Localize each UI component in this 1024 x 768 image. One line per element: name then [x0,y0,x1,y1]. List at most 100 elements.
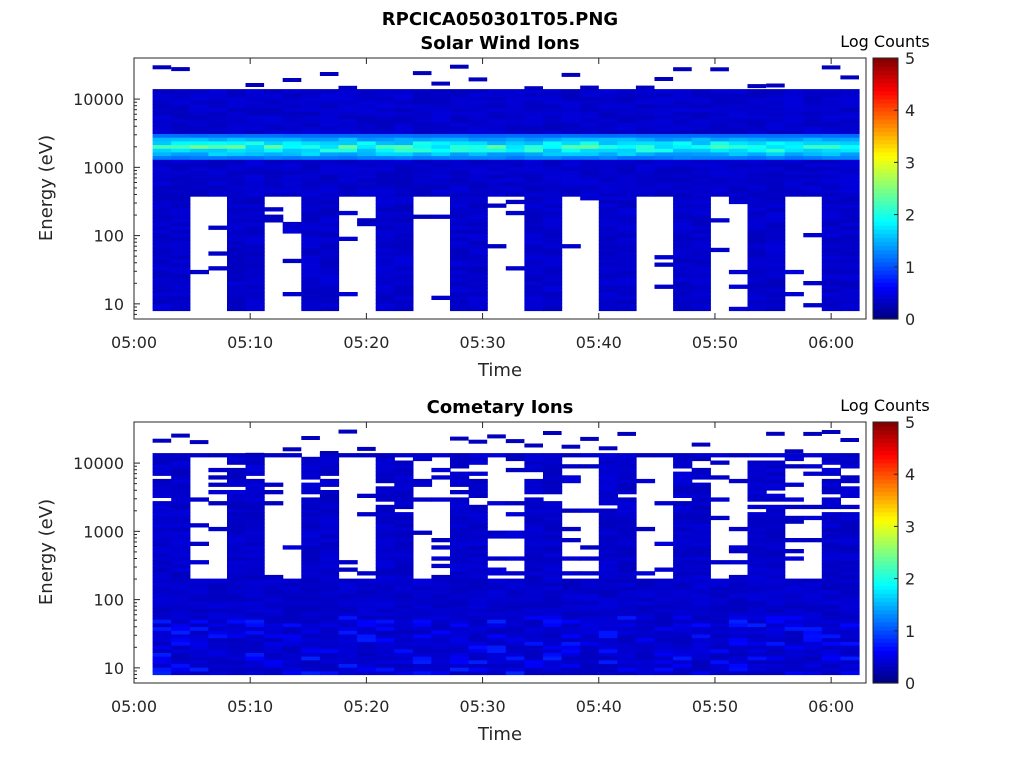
spectrogram-cell [319,545,340,550]
spectrogram-cell [821,103,841,109]
spectrogram-cell [524,600,544,605]
spectrogram-cell [635,162,656,168]
spectrogram-cell [543,545,563,550]
spectrogram-cell [635,114,656,120]
spectrogram-cell [543,277,563,282]
spectrogram-cell [227,162,247,168]
spectrogram-cell [375,633,395,639]
spectrogram-cell [189,648,209,653]
spectrogram-cell [208,501,228,506]
spectrogram-cell [543,560,563,565]
spectrogram-cell [301,663,321,668]
spectrogram-cell [821,515,841,521]
spectrogram-cell [617,258,637,264]
spectrogram-cell [747,519,767,524]
spectrogram-cell [152,151,172,157]
spectrogram-cell [171,582,191,587]
spectrogram-cell [747,563,767,569]
spectrogram-cell [766,192,786,197]
spectrogram-cell [673,192,693,197]
spectrogram-cell [375,159,395,164]
spectrogram-cell [766,512,786,517]
spectrogram-cell [840,538,860,543]
spectrogram-cell [264,626,284,631]
spectrogram-cell [543,140,563,146]
spectrogram-cell [375,292,395,297]
spectrogram-cell [227,626,247,631]
spectrogram-cell [617,181,637,186]
spectrogram-cell [264,656,284,661]
spectrogram-cell [152,281,172,286]
spectrogram-cell [728,118,749,123]
spectrogram-cell [821,159,841,164]
spectrogram-cell [375,641,395,646]
spectrogram-cell [227,299,247,304]
spectrogram-cell [543,645,563,650]
spectrogram-cell [840,582,860,587]
spectrogram-cell [598,266,618,271]
spectrogram-cell [375,597,395,602]
spectrogram-cell [412,482,433,487]
spectrogram-cell [635,582,656,587]
spectrogram-cell [245,670,265,676]
spectrogram-cell [691,126,711,131]
spectrogram-cell [227,526,247,532]
spectrogram-cell [171,292,191,297]
spectrogram-cell [766,597,786,602]
spectrogram-cell [282,597,302,602]
spectrogram-cell [654,170,674,175]
spectrogram-cell [394,663,414,668]
colorbar-swatch [873,487,898,492]
spectrogram-cell [394,114,414,120]
spectrogram-cell [505,103,525,109]
spectrogram-cell [375,203,395,208]
spectrogram-cell [803,604,823,609]
spectrogram-cell [691,92,711,98]
spectrogram-cell [598,214,618,219]
spectrogram-cell [803,170,823,175]
spectrogram-cell [710,597,730,602]
spectrogram-cell [728,648,749,653]
spectrogram-cell [487,604,507,609]
spectrogram-cell [152,637,172,642]
spectrogram-cell [840,92,860,98]
spectrogram-cell [710,663,730,668]
spectrogram-cell [654,126,674,131]
spectrogram-cell [524,188,544,193]
spectrogram-cell [673,273,693,278]
spectrogram-cell [171,637,191,642]
colorbar-tick-label: 4 [905,101,915,120]
spectrogram-cell [487,626,507,631]
spectrogram-cell [450,456,470,462]
spectrogram-cell [357,92,377,98]
spectrogram-cell [803,659,823,664]
spectrogram-cell [301,563,321,569]
spectrogram-cell [766,188,786,193]
spectrogram-cell [728,159,749,164]
spectrogram-cell [375,467,395,473]
spectrogram-cell [635,585,656,591]
spectrogram-cell [152,159,172,164]
spectrogram-cell [375,306,395,312]
spectrogram-cell [468,199,488,205]
spectrogram-cell [691,541,711,546]
spectrogram-cell [189,619,209,624]
spectrogram-cell [152,196,172,201]
spectrogram-cell [766,615,786,620]
spectrogram-cell [152,471,172,476]
spectrogram-cell [821,585,841,591]
spectrogram-cell [617,552,637,557]
spectrogram-cell [821,670,841,676]
spectrogram-cell [227,148,247,153]
spectrogram-cell [245,137,265,142]
spectrogram-cell [505,166,525,171]
spectrogram-cell [580,670,600,676]
x-tick-label: 05:40 [576,697,622,716]
spectrogram-cell [450,199,470,205]
spectrogram-cell [338,560,358,565]
spectrogram-cell [301,137,321,142]
spectrogram-cell [152,464,172,469]
spectrogram-cell [152,633,172,639]
spectrogram-cell [394,585,414,591]
spectrogram-cell [450,597,470,602]
